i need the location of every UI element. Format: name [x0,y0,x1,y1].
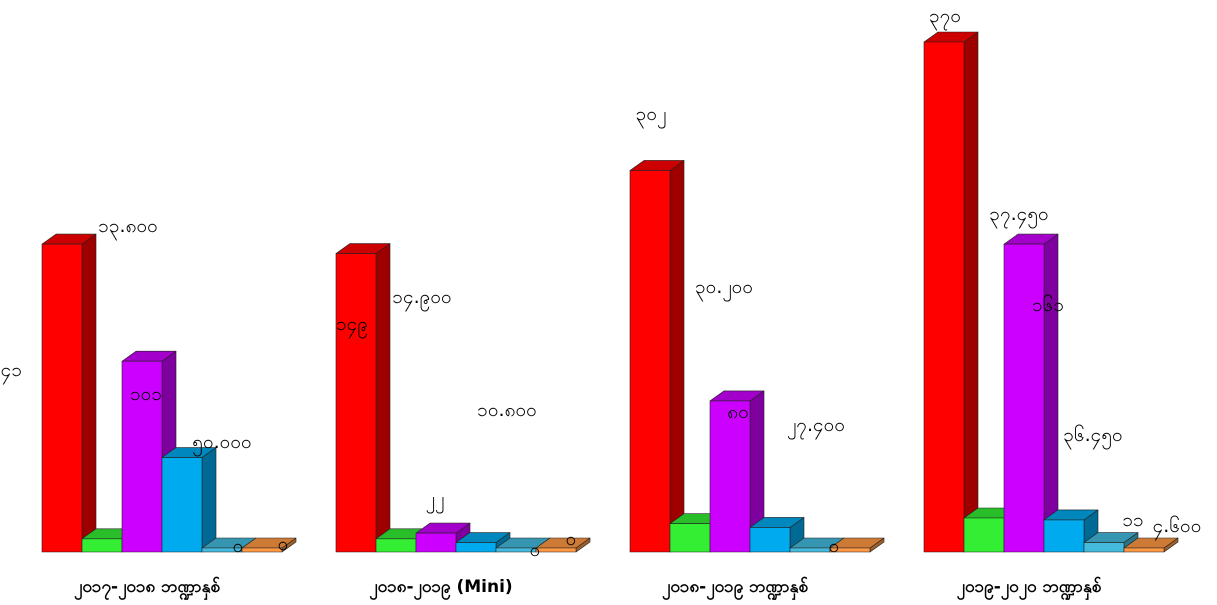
value-label-g4-s4: ၃၆.၄၅၀ [1063,423,1122,450]
bar-side-g1-s1 [81,233,97,553]
value-label-g1-s1: ၁၄၁ [0,359,22,385]
category-label-2: ၂၀၁၈-၂၀၁၉ (Mini) [369,577,512,601]
bar-front-g2-s4 [455,542,497,553]
value-label-g1-s5: ၀ [233,535,244,557]
value-label-g3-s2: ၃၀.၂၀၀ [695,276,753,302]
value-label-g3-s4: ၂၇.၄၀၀ [787,414,845,440]
value-label-g3-s3: ၈၀ [727,401,749,423]
value-label-g2-s3: ၂၂ [426,488,445,514]
bar-front-g3-s5 [789,547,831,553]
bar-front-g4-s2 [963,517,1005,553]
bar-front-g3-s1 [629,170,671,553]
bar-front-g4-s1 [923,41,965,553]
bar-front-g2-s2 [375,538,417,553]
bar-front-g1-s6 [241,547,283,553]
bar-front-g1-s2 [81,538,123,553]
value-label-g4-s3: ၁၆၁ [1032,293,1064,316]
bar-front-g1-s4 [161,457,203,553]
bar-front-g1-s1 [41,243,83,553]
bar-front-g4-s4 [1043,519,1085,553]
bar-front-g4-s6 [1123,547,1165,553]
value-label-g1-s4: ၅၀.၀၀၀ [192,431,251,457]
value-label-g4-s1: ၃၇၀ [929,5,961,31]
bar-side-g3-s1 [669,160,685,553]
value-label-g2-s4: ၁၀.၈၀၀ [477,399,537,421]
bar-side-g1-s4 [201,447,217,553]
category-label-3: ၂၀၁၈-၂၀၁၉ ဘဏ္ဍာနှစ် [662,576,808,601]
value-label-g4-s2: ၃၇.၄၅၀ [989,203,1048,229]
value-label-g2-s1: ၁၄၉ [336,313,368,339]
bar-front-g3-s4 [749,527,791,553]
value-label-g1-s3: ၁၀၁ [130,383,162,405]
bar-front-g2-s1 [335,253,377,553]
bar-front-g4-s3 [1003,243,1045,553]
bar-front-g3-s6 [829,547,871,553]
bar-side-g2-s1 [375,243,391,553]
value-label-g2-s2: ၁၄.၉၀၀ [392,286,451,312]
category-label-1: ၂၀၁၇-၂၀၁၈ ဘဏ္ဍာနှစ် [74,576,220,601]
bar-front-g3-s2 [669,523,711,553]
value-label-g2-s6: ၀ [566,528,577,550]
value-label-g3-s1: ၃၀၂ [636,103,667,129]
value-label-g4-s5: ၁၁ [1122,509,1143,531]
value-label-g4-s6: ၄.၆၀၀ [1153,514,1202,541]
bar-front-g2-s6 [535,547,577,553]
value-label-g1-s2: ၁၃.၈၀၀ [98,215,158,241]
value-label-g1-s6: ၀ [278,533,289,555]
bar-side-g4-s3 [1043,233,1059,553]
category-label-4: ၂၀၁၉-၂၀၂၀ ဘဏ္ဍာနှစ် [957,576,1102,601]
bar-side-g4-s1 [963,31,979,553]
value-label-g3-s5: ၀ [829,535,840,557]
value-label-g2-s5: ၀ [530,539,541,561]
bar-front-g3-s3 [709,400,751,553]
bar-front-g2-s3 [415,532,457,553]
bar-front-g4-s5 [1083,542,1125,553]
